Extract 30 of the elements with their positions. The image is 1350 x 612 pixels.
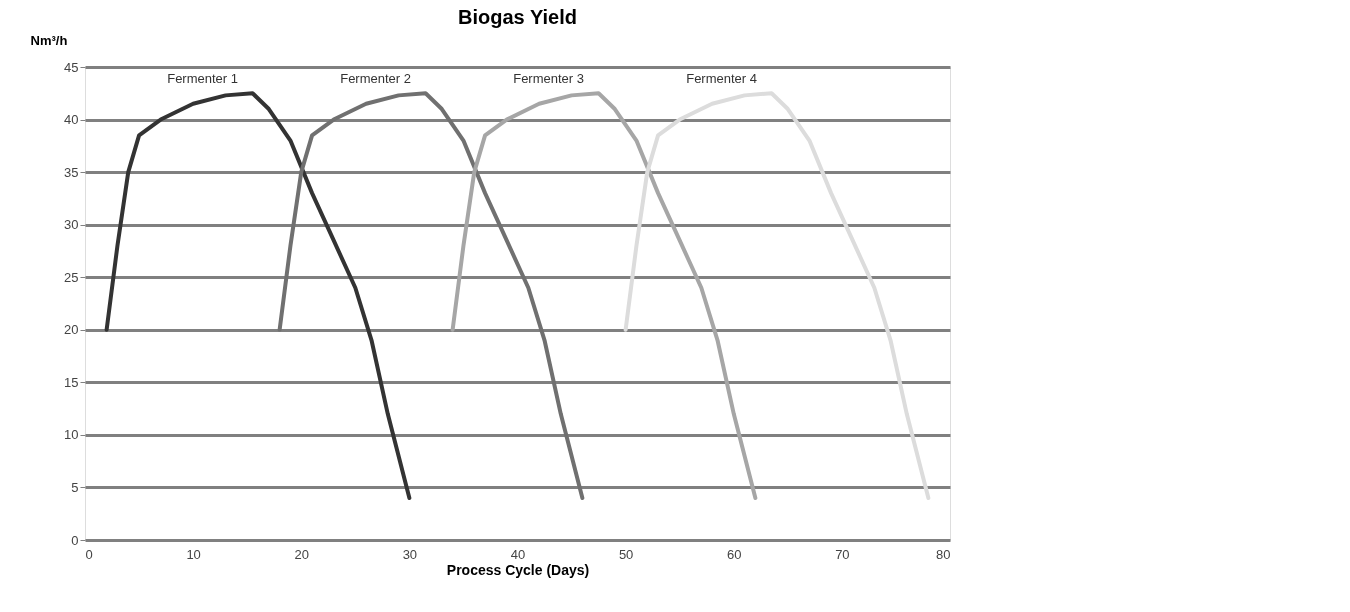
line-series bbox=[277, 91, 585, 500]
x-tick-label: 20 bbox=[294, 546, 309, 562]
x-tick-label: 30 bbox=[402, 546, 418, 562]
y-tick-label: 25 bbox=[64, 269, 79, 285]
y-tick-label: 10 bbox=[64, 427, 79, 443]
x-tick-label: 0 bbox=[85, 546, 93, 562]
line-series bbox=[623, 91, 931, 500]
x-tick-label: 70 bbox=[835, 546, 850, 562]
y-tick-label: 0 bbox=[71, 532, 79, 548]
series-label: Fermenter 3 bbox=[513, 71, 584, 87]
series-label: Fermenter 1 bbox=[167, 71, 238, 87]
series-label: Fermenter 2 bbox=[340, 71, 411, 87]
series-label: Fermenter 4 bbox=[686, 71, 757, 87]
x-tick-label: 60 bbox=[727, 546, 742, 562]
y-tick-label: 30 bbox=[64, 217, 79, 233]
y-axis-title: Nm³/h bbox=[30, 32, 68, 48]
x-tick-label: 40 bbox=[510, 546, 526, 562]
x-tick-label: 80 bbox=[936, 546, 951, 562]
y-tick-label: 15 bbox=[64, 374, 79, 390]
x-axis-title: Process Cycle (Days) bbox=[446, 561, 590, 578]
chart-title: Biogas Yield bbox=[458, 6, 577, 28]
y-tick-label: 40 bbox=[64, 112, 79, 128]
y-tick-label: 20 bbox=[64, 322, 79, 338]
y-tick-label: 5 bbox=[71, 479, 79, 495]
x-tick-label: 50 bbox=[618, 546, 634, 562]
x-tick-label: 10 bbox=[186, 546, 201, 562]
line-series bbox=[450, 91, 758, 500]
y-tick-label: 45 bbox=[64, 59, 79, 75]
y-tick-label: 35 bbox=[64, 164, 79, 180]
line-series bbox=[104, 91, 412, 500]
